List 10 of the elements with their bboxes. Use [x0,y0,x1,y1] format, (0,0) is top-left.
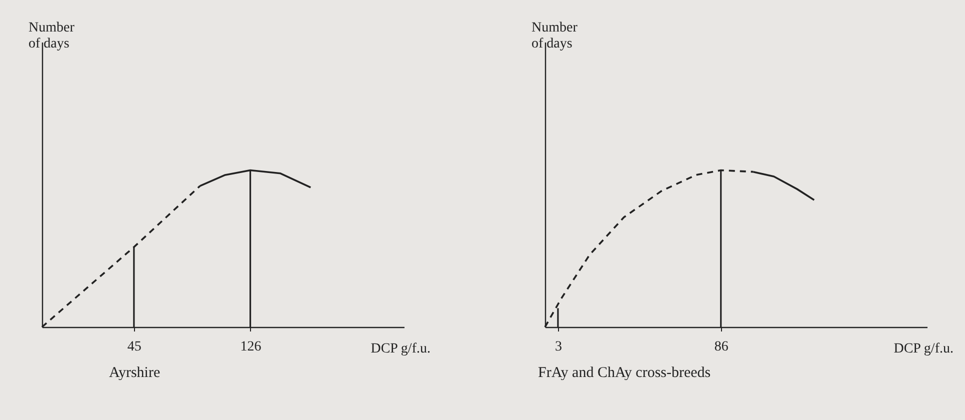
y-axis-title: Number of days [532,20,578,52]
y-axis-title: Number of days [28,20,75,52]
text: Ayrshire [109,365,160,381]
x-axis-title: DCP g/f.u. [370,342,430,356]
x-tick-label: 126 [240,340,262,354]
x-tick-label: 45 [127,340,142,354]
x-axis-title: DCP g/f.u. [894,342,954,356]
text: FrAy and ChAy cross-breeds [538,365,711,381]
x-tick-label: 3 [554,340,562,354]
x-tick-label: 86 [714,340,728,354]
